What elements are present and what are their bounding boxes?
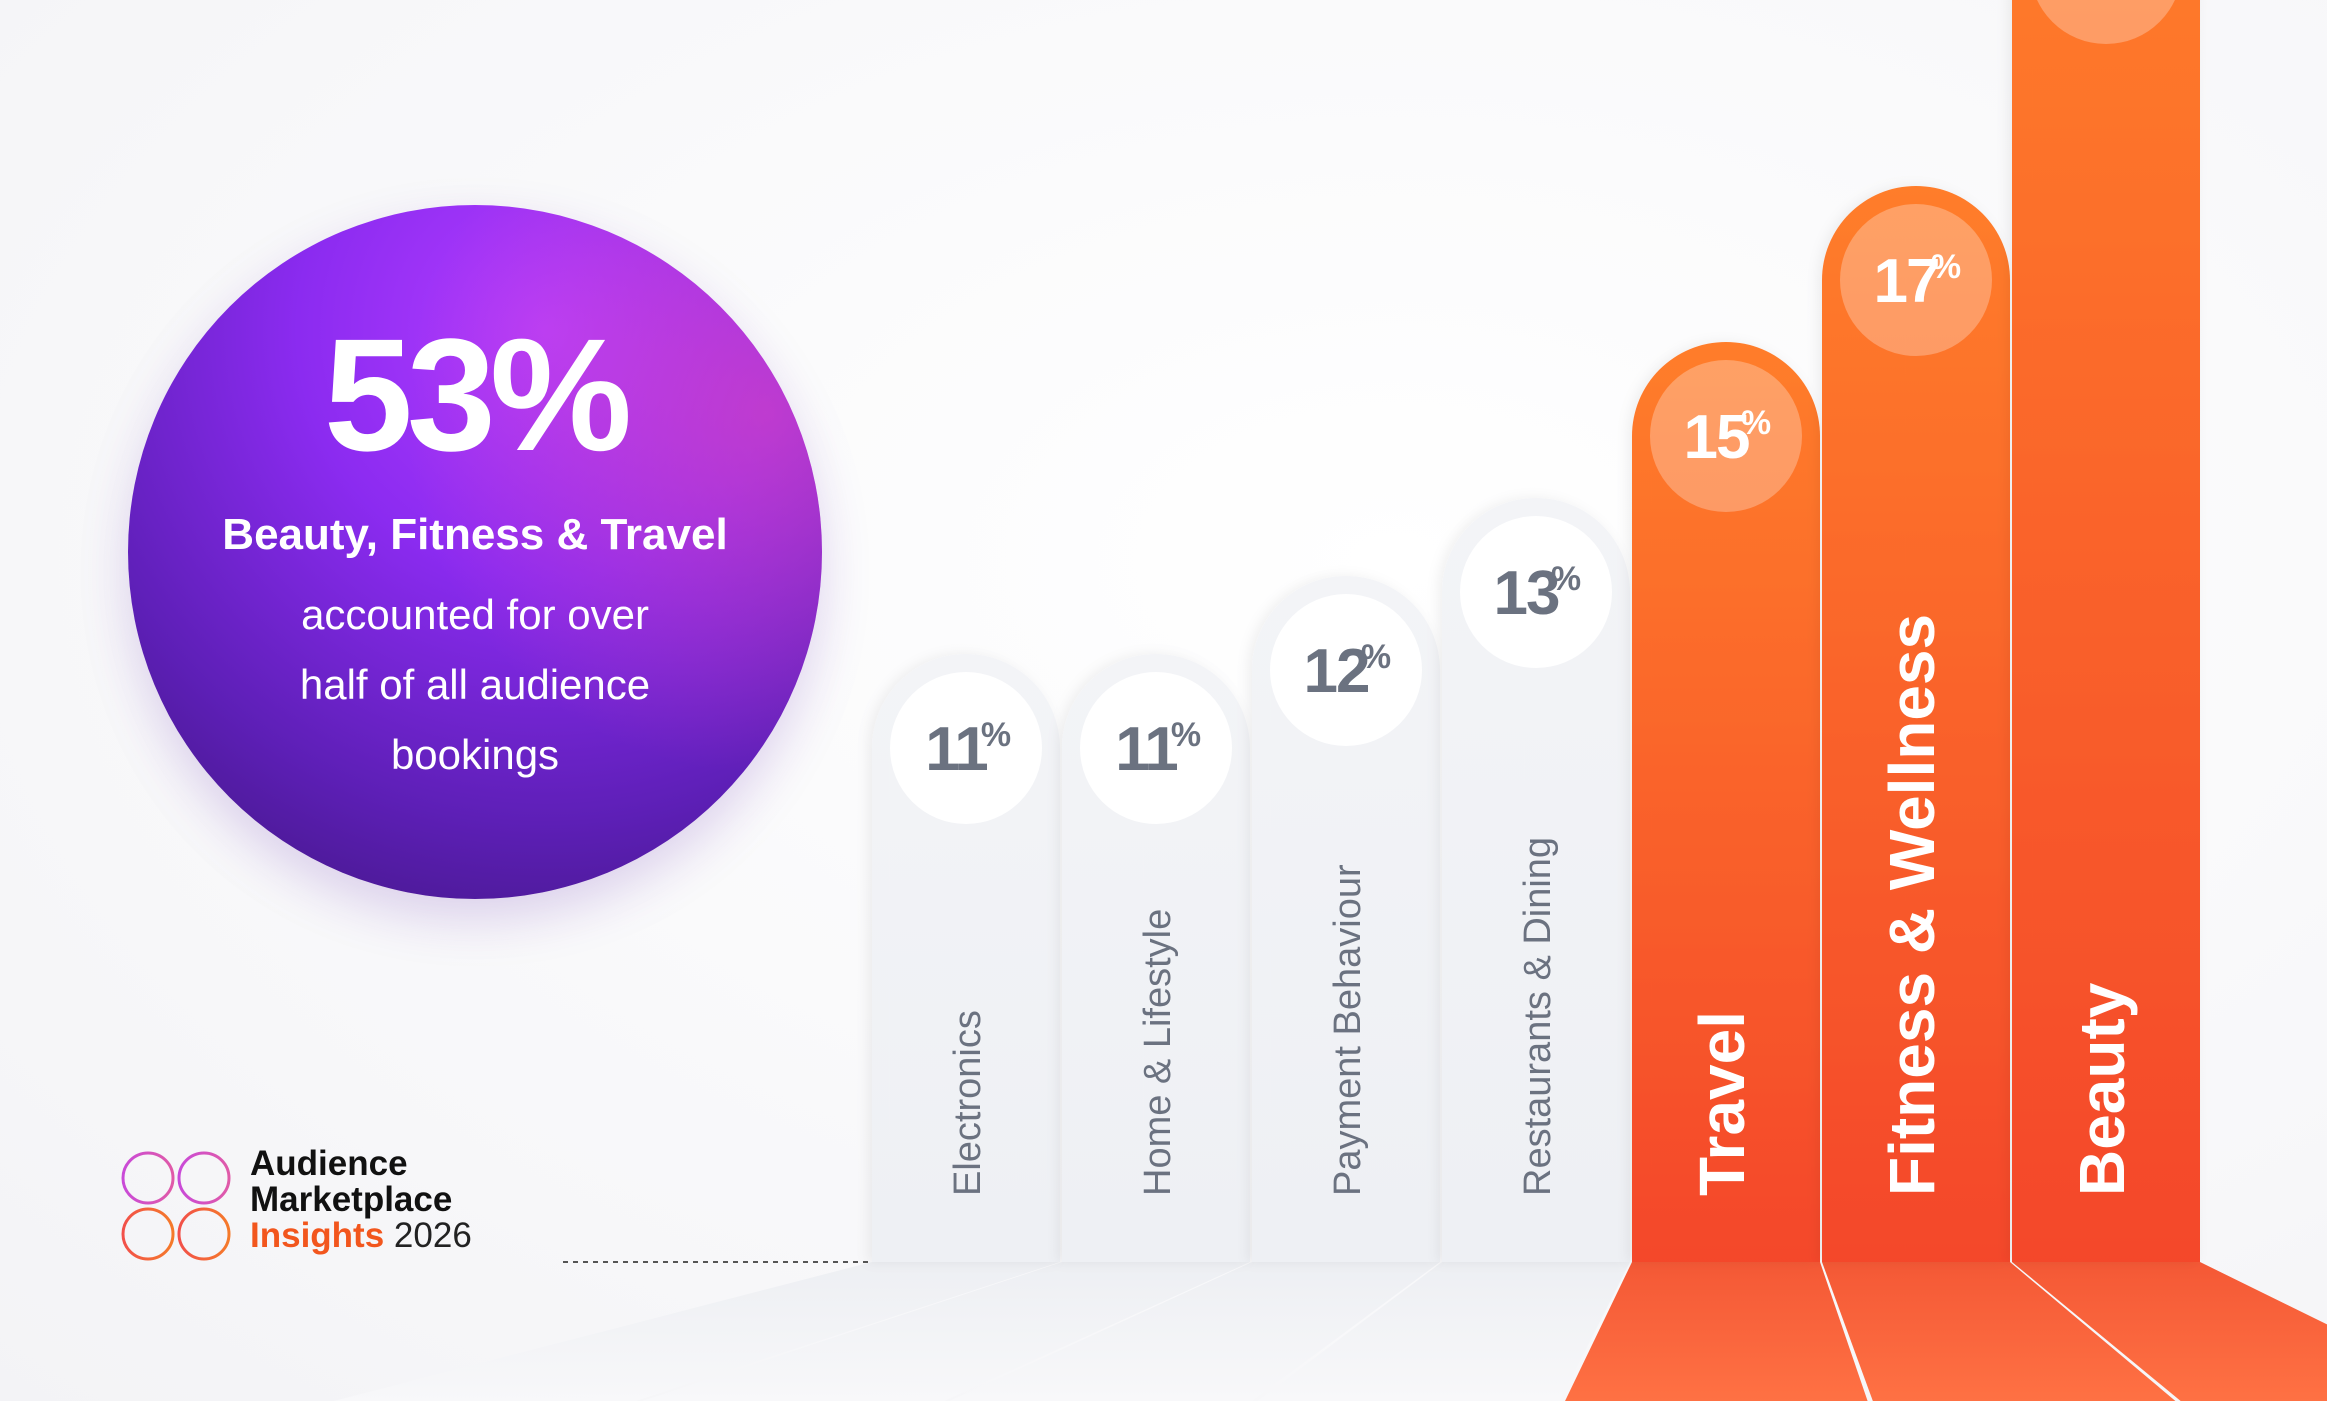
bar-group: 13% Restaurants & Dining — [1442, 498, 1630, 1262]
hero-gradient-overlay — [128, 205, 822, 899]
rings-logo-icon — [121, 1151, 231, 1261]
hero-line: bookings — [390, 731, 560, 778]
data-label-unit: % — [1931, 248, 1961, 286]
data-label-unit: % — [981, 716, 1011, 754]
bar-group: 11% Electronics — [872, 654, 1060, 1262]
data-label: 13 — [1494, 559, 1559, 628]
logo-line-3: Insights 2026 — [250, 1218, 472, 1254]
bar-floor-reflection — [2012, 1262, 2327, 1401]
bar-group: 11% Home & Lifestyle — [1062, 654, 1250, 1262]
bar-floor-reflection — [949, 1262, 1440, 1401]
hero-stat-circle: 53% Beauty, Fitness & Travel accounted f… — [128, 205, 822, 899]
bar-floor-reflection — [1257, 1262, 1630, 1401]
data-label-unit: % — [1171, 716, 1201, 754]
data-label-unit: % — [1551, 560, 1581, 598]
value-bubble — [2037, 0, 2175, 44]
bar-floor-reflection — [641, 1262, 1250, 1401]
hero-description: accounted for over half of all audience … — [188, 580, 762, 790]
hero-line: accounted for over — [301, 591, 649, 638]
logo-line-2: Marketplace — [250, 1180, 453, 1219]
data-label: 21 — [2064, 0, 2129, 4]
data-label: 17 — [1874, 247, 1939, 316]
bar-floor-reflection — [333, 1262, 1061, 1401]
value-bubble — [890, 672, 1042, 824]
logo-wordmark: Audience Marketplace Insights 2026 — [250, 1146, 472, 1254]
bar-group: 12% Payment Behaviour — [1252, 576, 1440, 1262]
data-label-unit: % — [1741, 404, 1771, 442]
bar-group: 21%Beauty — [2012, 0, 2200, 1262]
value-bubble — [1460, 516, 1612, 668]
data-label: 15 — [1684, 403, 1749, 472]
bar — [1822, 186, 2010, 1262]
category-label: Restaurants & Dining — [1517, 837, 1559, 1196]
category-label: Home & Lifestyle — [1137, 909, 1179, 1196]
data-label: 11 — [1115, 715, 1177, 784]
bar-floor-reflection — [1822, 1262, 2176, 1401]
value-bubble — [1080, 672, 1232, 824]
data-label: 12 — [1304, 637, 1369, 706]
category-label: Beauty — [2066, 982, 2138, 1196]
category-label: Payment Behaviour — [1327, 864, 1369, 1196]
brand-logo: Audience Marketplace Insights 2026 — [120, 1146, 540, 1276]
bar — [1252, 576, 1440, 1262]
bar-group: 15% Travel — [1632, 342, 1820, 1262]
hero-lead-text: Beauty, Fitness & Travel — [222, 510, 728, 559]
value-bubble — [1270, 594, 1422, 746]
hero-stat-value: 53% — [323, 305, 632, 484]
data-label-unit: % — [1361, 638, 1391, 676]
logo-year: 2026 — [393, 1216, 472, 1255]
logo-accent-word: Insights — [250, 1216, 385, 1255]
bar-group: 17% Fitness & Wellness — [1822, 186, 2010, 1262]
bar — [1632, 342, 1820, 1262]
logo-line-1: Audience — [250, 1144, 408, 1183]
bar — [2012, 0, 2200, 1262]
bar-floor-reflection — [1565, 1262, 1868, 1401]
bar — [1442, 498, 1630, 1262]
category-label: Travel — [1686, 1011, 1758, 1196]
value-bubble — [1840, 204, 1992, 356]
value-bubble — [1650, 360, 1802, 512]
category-label: Electronics — [947, 1010, 989, 1196]
category-label: Fitness & Wellness — [1876, 614, 1948, 1196]
hero-line: half of all audience — [299, 661, 651, 708]
data-label: 11 — [925, 715, 987, 784]
